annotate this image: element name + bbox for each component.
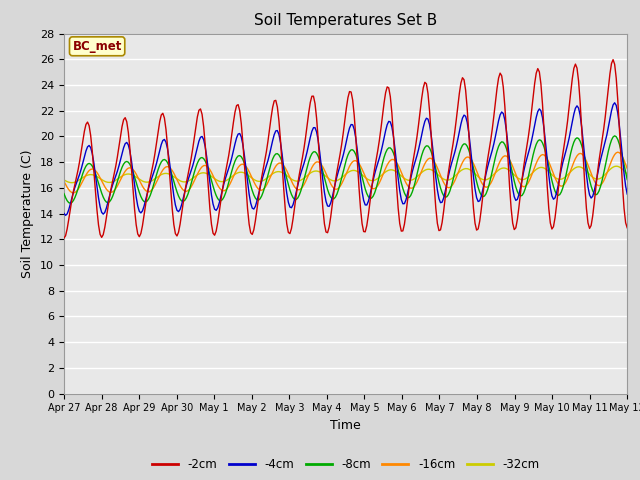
X-axis label: Time: Time xyxy=(330,419,361,432)
Text: BC_met: BC_met xyxy=(72,40,122,53)
Y-axis label: Soil Temperature (C): Soil Temperature (C) xyxy=(22,149,35,278)
Title: Soil Temperatures Set B: Soil Temperatures Set B xyxy=(254,13,437,28)
Legend: -2cm, -4cm, -8cm, -16cm, -32cm: -2cm, -4cm, -8cm, -16cm, -32cm xyxy=(147,454,544,476)
